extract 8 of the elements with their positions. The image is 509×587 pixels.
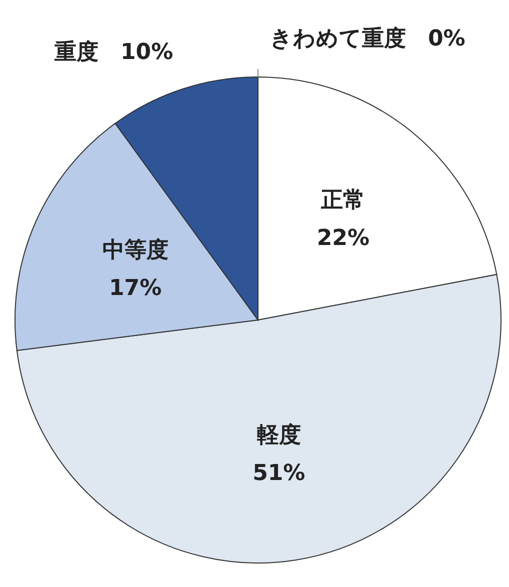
- data-label: 22%: [316, 226, 370, 252]
- slice-label: 重度 10%: [53, 38, 174, 65]
- category-label: きわめて重度 0%: [270, 26, 466, 52]
- slice-label: 中等度: [102, 236, 168, 263]
- data-label: 51%: [252, 461, 306, 486]
- slice-label: 正常: [320, 188, 366, 214]
- slice-label: 軽度: [256, 422, 301, 448]
- data-label: 17%: [109, 276, 162, 301]
